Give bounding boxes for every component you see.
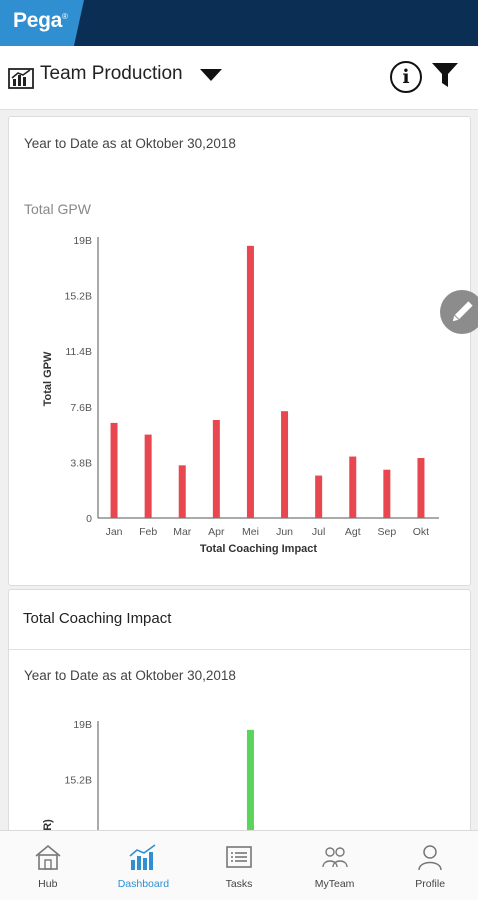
edit-button[interactable] bbox=[440, 290, 478, 334]
chart-label: Total GPW bbox=[24, 201, 91, 217]
nav-label: Tasks bbox=[225, 878, 253, 890]
y-tick-label: 11.4B bbox=[65, 346, 92, 358]
nav-item-dashboard[interactable]: Dashboard bbox=[96, 831, 192, 900]
nav-item-tasks[interactable]: Tasks bbox=[191, 831, 287, 900]
bar-mei[interactable] bbox=[246, 729, 254, 848]
bar-apr[interactable] bbox=[212, 419, 220, 518]
info-icon: i bbox=[402, 66, 410, 88]
bar-mei[interactable] bbox=[246, 245, 254, 518]
x-tick-label: Feb bbox=[139, 526, 157, 538]
y-tick-label: 15.2B bbox=[65, 775, 92, 787]
nav-label: Dashboard bbox=[117, 878, 170, 890]
coaching-impact-card: Total Coaching Impact Year to Date as at… bbox=[8, 589, 471, 849]
team-icon bbox=[321, 847, 348, 868]
card-title: Total Coaching Impact bbox=[23, 610, 172, 627]
gpw-bar-chart: 0 3.8B 7.6B 11.4B 15.2B 19B Jan Feb Mar Apr Mei Jun… bbox=[42, 235, 439, 555]
x-axis-title: Total Coaching Impact bbox=[200, 543, 317, 555]
y-tick-label: 7.6B bbox=[70, 402, 92, 414]
x-tick-label: Sep bbox=[378, 526, 397, 538]
bar-sep[interactable] bbox=[383, 469, 391, 518]
y-tick-label: 0 bbox=[86, 513, 92, 525]
dashboard-chart-icon bbox=[129, 844, 156, 870]
y-axis-title: Total GPW bbox=[42, 351, 54, 406]
x-tick-label: Mar bbox=[173, 526, 192, 538]
nav-label: Profile bbox=[415, 878, 446, 890]
page-title[interactable]: Team Production bbox=[40, 63, 183, 84]
x-tick-label: Jan bbox=[106, 526, 123, 538]
x-tick-label: Okt bbox=[413, 526, 429, 538]
bottom-navigation: Hub Dashboard Tasks bbox=[0, 830, 478, 900]
top-bar: Pega® bbox=[0, 0, 478, 46]
ytd-subtitle-2: Year to Date as at Oktober 30,2018 bbox=[24, 668, 236, 683]
nav-label: Hub bbox=[38, 878, 58, 890]
bar-mar[interactable] bbox=[178, 465, 186, 518]
filter-icon[interactable] bbox=[430, 60, 460, 90]
x-tick-label: Jul bbox=[312, 526, 325, 538]
nav-item-myteam[interactable]: MyTeam bbox=[287, 831, 383, 900]
bar-jul[interactable] bbox=[315, 475, 323, 518]
bar-feb[interactable] bbox=[144, 434, 152, 518]
bar-jun[interactable] bbox=[281, 411, 289, 518]
x-tick-label: Jun bbox=[276, 526, 293, 538]
y-tick-label: 19B bbox=[73, 719, 92, 731]
tasks-list-icon bbox=[226, 846, 252, 868]
page-header: Team Production i bbox=[0, 46, 478, 110]
logo-text: Pega bbox=[13, 9, 62, 32]
pencil-icon bbox=[452, 301, 473, 322]
chart-report-icon bbox=[8, 68, 34, 89]
bar-jan[interactable] bbox=[110, 422, 118, 518]
pega-logo[interactable]: Pega® bbox=[0, 0, 84, 46]
logo-mark: ® bbox=[62, 12, 68, 21]
card-divider bbox=[9, 649, 470, 650]
y-tick-label: 15.2B bbox=[65, 291, 92, 303]
profile-icon bbox=[418, 845, 442, 871]
home-icon bbox=[35, 844, 61, 870]
x-tick-label: Apr bbox=[208, 526, 225, 538]
bar-okt[interactable] bbox=[417, 458, 425, 518]
y-tick-label: 19B bbox=[73, 235, 92, 247]
coaching-bar-chart: 19B 15.2B R) bbox=[42, 719, 254, 848]
gpw-chart-card: Year to Date as at Oktober 30,2018 Total… bbox=[8, 116, 471, 586]
chevron-down-icon[interactable] bbox=[200, 69, 222, 81]
x-tick-label: Agt bbox=[345, 526, 361, 538]
x-tick-label: Mei bbox=[242, 526, 259, 538]
nav-item-hub[interactable]: Hub bbox=[0, 831, 96, 900]
info-button[interactable]: i bbox=[390, 61, 422, 93]
bar-agt[interactable] bbox=[349, 456, 357, 518]
y-axis-title: R) bbox=[42, 819, 54, 831]
nav-item-profile[interactable]: Profile bbox=[382, 831, 478, 900]
ytd-subtitle: Year to Date as at Oktober 30,2018 bbox=[24, 136, 236, 151]
y-tick-label: 3.8B bbox=[70, 457, 92, 469]
nav-label: MyTeam bbox=[314, 878, 355, 890]
